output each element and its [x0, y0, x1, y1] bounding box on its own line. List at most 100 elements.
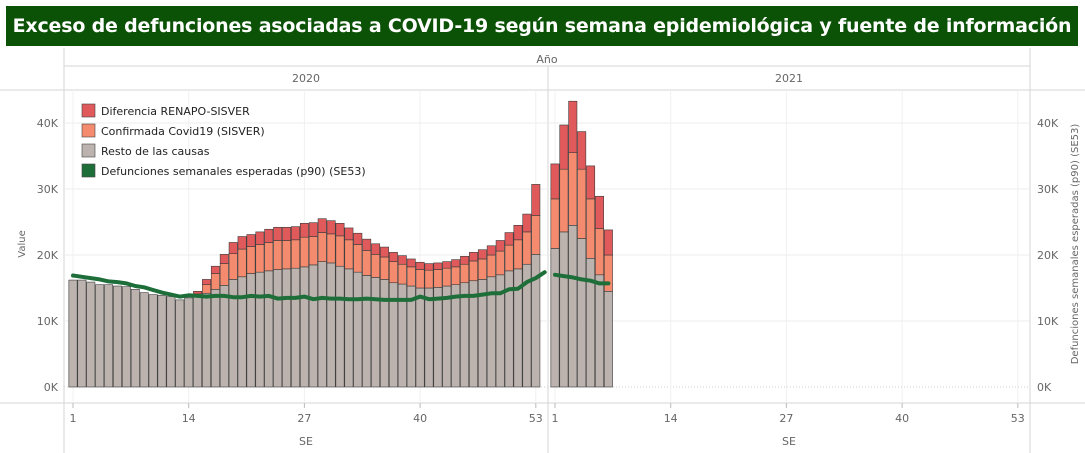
legend-swatch-conf[interactable]: [81, 123, 96, 138]
bar-2020-conf-w52: [522, 231, 532, 265]
bar-2020-conf-w32: [344, 239, 354, 270]
x-tick-0-0: 1: [70, 412, 77, 425]
bar-2020-diff-w21: [246, 234, 256, 247]
bar-2020-conf-w23: [264, 242, 274, 272]
x-tick-0-3: 40: [413, 412, 427, 425]
y-tick-left-1: 10K: [37, 315, 59, 328]
bar-2020-conf-w16: [202, 284, 211, 294]
y-tick-right-2: 20K: [1037, 249, 1059, 262]
bar-2020-rest-w2: [77, 279, 87, 388]
bar-2020-rest-w25: [282, 268, 292, 388]
bar-2020-diff-w36: [380, 246, 389, 258]
bar-2021-diff-w4: [577, 131, 587, 170]
bar-2020-diff-w45: [460, 256, 470, 265]
bar-2020-diff-w25: [282, 226, 292, 241]
legend-swatch-expected[interactable]: [81, 163, 96, 178]
bar-2020-diff-w17: [210, 265, 220, 274]
column-header: Año: [536, 53, 557, 66]
bar-2020-diff-w52: [522, 213, 532, 233]
y-axis-label-right: Defunciones semanales esperadas (p90) (S…: [1070, 124, 1081, 365]
bar-2020-diff-w22: [255, 231, 265, 245]
bar-2020-diff-w41: [424, 263, 434, 271]
bar-2020-conf-w39: [406, 266, 416, 287]
bar-2020-conf-w17: [210, 273, 220, 290]
legend[interactable]: Diferencia RENAPO-SISVER Confirmada Covid…: [81, 103, 366, 178]
bar-2020-rest-w16: [202, 292, 211, 388]
bar-2020-diff-w20: [237, 236, 247, 250]
bar-2021-diff-w1: [550, 163, 560, 200]
bar-2020-rest-w23: [264, 270, 274, 388]
x-tick-1-2: 27: [779, 412, 793, 425]
bar-2020-rest-w14: [184, 297, 194, 388]
legend-swatch-diff[interactable]: [81, 103, 96, 118]
bar-2020-diff-w48: [486, 245, 496, 256]
bar-2021-conf-w7: [603, 254, 613, 292]
bar-2020-conf-w24: [273, 240, 283, 270]
bar-2020-conf-w51: [513, 239, 523, 270]
bar-2020-rest-w33: [353, 271, 363, 388]
bar-2020-diff-w53: [531, 184, 541, 216]
bar-2021-rest-w1: [550, 248, 560, 388]
x-axis-label-2020: SE: [299, 435, 313, 448]
bar-2020-diff-w15: [193, 290, 203, 295]
bar-2020-rest-w24: [273, 269, 283, 388]
bar-2020-rest-w35: [371, 277, 381, 388]
bar-2020-diff-w43: [442, 261, 452, 269]
legend-label-diff[interactable]: Diferencia RENAPO-SISVER: [101, 105, 250, 118]
bar-2020-diff-w18: [219, 254, 229, 264]
bar-2020-diff-w49: [495, 240, 505, 252]
bar-2021-rest-w3: [568, 225, 578, 388]
bar-2020-conf-w45: [460, 263, 470, 284]
y-tick-left-0: 0K: [44, 381, 59, 394]
bar-2020-diff-w44: [451, 259, 461, 268]
bar-2020-rest-w18: [219, 285, 229, 388]
bar-2020-conf-w35: [371, 254, 381, 278]
bar-2020-rest-w11: [157, 294, 167, 388]
bar-2020-rest-w42: [433, 287, 443, 388]
bar-2020-rest-w5: [104, 284, 114, 388]
bar-2020-rest-w31: [335, 265, 345, 388]
bar-2021-diff-w7: [603, 229, 613, 256]
bar-2020-rest-w41: [424, 287, 434, 388]
bar-2020-rest-w1: [68, 279, 78, 388]
bar-2020-diff-w39: [406, 258, 416, 268]
bar-2020-conf-w47: [477, 258, 487, 280]
bar-2020-conf-w25: [282, 240, 292, 270]
bar-2020-conf-w44: [451, 266, 461, 286]
bar-2020-rest-w34: [362, 275, 372, 388]
bar-2021-conf-w6: [595, 228, 604, 276]
bar-2020-diff-w33: [353, 232, 363, 245]
bar-2020-conf-w43: [442, 267, 452, 287]
bar-2020-conf-w34: [362, 250, 372, 276]
legend-label-rest[interactable]: Resto de las causas: [101, 145, 210, 158]
bar-2020-rest-w26: [291, 267, 300, 388]
legend-label-conf[interactable]: Confirmada Covid19 (SISVER): [101, 125, 265, 138]
bar-2021-diff-w5: [586, 165, 596, 200]
legend-swatch-rest[interactable]: [81, 143, 96, 158]
bar-2020-conf-w33: [353, 244, 363, 273]
x-ticks: 1 14 27 40 53 1 14 27 40 53: [70, 403, 1025, 425]
y-tick-left-4: 40K: [37, 117, 59, 130]
bar-2021-conf-w5: [586, 198, 596, 259]
legend-label-expected[interactable]: Defunciones semanales esperadas (p90) (S…: [101, 165, 366, 178]
bar-2020-diff-w50: [504, 232, 514, 246]
y-ticks-left: 0K 10K 20K 30K 40K: [37, 117, 59, 394]
bar-2021-conf-w1: [550, 198, 560, 249]
bar-2020-diff-w19: [228, 242, 238, 254]
bar-2020-diff-w40: [415, 261, 425, 270]
x-tick-1-0: 1: [552, 412, 559, 425]
y-tick-right-0: 0K: [1037, 381, 1052, 394]
year-header-2020: 2020: [292, 72, 320, 85]
bar-2020-conf-w31: [335, 235, 345, 267]
bar-2020-conf-w22: [255, 244, 265, 273]
bar-2020-conf-w26: [291, 239, 300, 269]
bar-2020-rest-w9: [139, 292, 149, 388]
bar-2020-diff-w28: [308, 222, 318, 237]
bar-2020-rest-w21: [246, 273, 256, 388]
x-tick-0-2: 27: [297, 412, 311, 425]
bar-2021-diff-w2: [559, 124, 569, 170]
bar-2020-rest-w12: [166, 296, 176, 388]
y-tick-right-4: 40K: [1037, 117, 1059, 130]
bar-2020-rest-w28: [308, 264, 318, 388]
